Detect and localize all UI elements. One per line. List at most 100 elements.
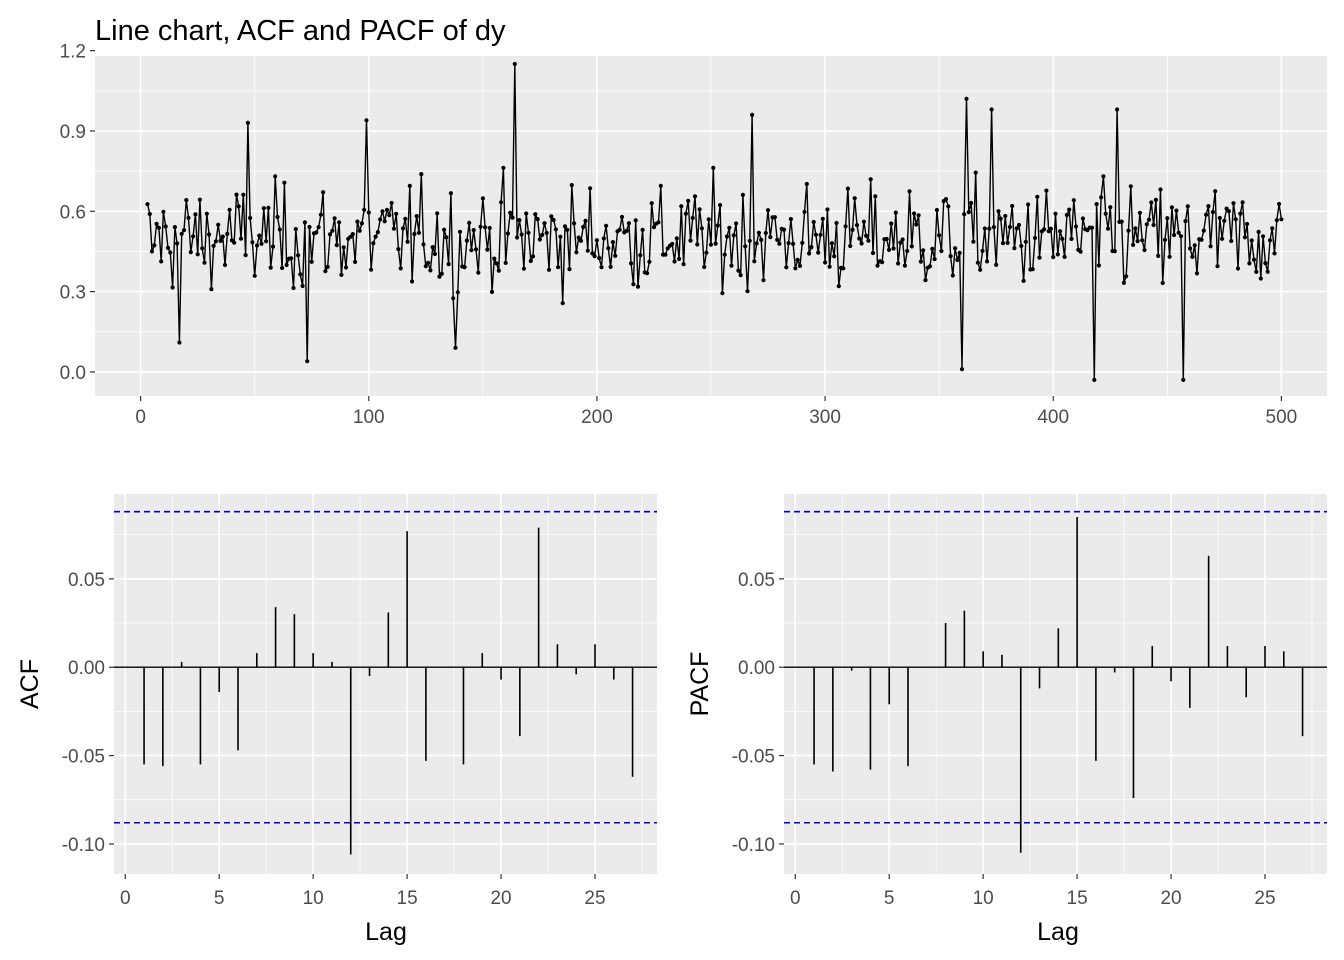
series-point [1149,200,1154,205]
series-point [1035,194,1040,199]
series-point [325,264,330,269]
acf-y-tick-label: -0.05 [62,747,105,768]
series-point [1021,278,1026,283]
series-point [195,252,200,257]
series-point [530,254,536,259]
series-point [1167,254,1172,259]
series-point [718,203,723,208]
series-point [848,243,853,249]
series-point [914,222,919,227]
series-point [442,227,447,232]
series-point [786,241,791,246]
series-point [517,218,522,223]
series-point [291,285,296,291]
series-point [172,225,177,230]
series-point [987,226,992,231]
line-x-tick-label: 0 [135,407,146,428]
series-point [916,213,921,218]
series-point [692,194,698,199]
series-point [683,211,689,216]
series-point [617,227,622,232]
acf-panel-background [114,494,657,874]
acf-y-ticks: -0.10 -0.05 0.00 0.05 [62,570,114,856]
series-point [870,250,876,256]
series-point [633,218,638,223]
series-point [1247,261,1252,266]
series-point [496,268,501,273]
series-point [1194,271,1200,276]
series-point [1112,249,1117,254]
series-point [478,224,483,229]
pacf-x-ticks: 0 5 10 15 20 25 [790,874,1276,909]
pacf-x-axis-title: Lag [1037,918,1079,946]
acf-x-tick-label: 10 [303,888,324,909]
series-point [314,230,319,235]
series-point [1265,269,1270,274]
series-point [1067,207,1072,212]
series-point [316,225,321,230]
series-point [410,279,415,284]
series-point [950,273,955,278]
series-point [357,228,362,233]
series-point [893,210,898,215]
series-point [594,238,600,243]
series-point [574,250,579,255]
series-point [656,220,661,225]
series-point [268,265,273,270]
series-point [254,243,260,248]
pacf-y-tick-label: 0.00 [738,658,775,679]
series-point [293,227,298,232]
line-y-tick-label: 1.2 [60,42,86,63]
series-point [745,289,750,294]
series-point [455,290,460,295]
series-point [526,230,531,235]
series-point [1233,217,1238,222]
series-point [1258,276,1263,281]
series-point [953,246,958,251]
series-point [469,248,474,253]
series-point [807,251,812,256]
series-point [841,266,846,271]
series-point [818,232,823,237]
series-point [608,264,613,269]
series-point [264,239,269,244]
series-point [663,252,668,257]
acf-x-axis-title: Lag [365,918,407,946]
series-point [238,236,244,241]
acf-x-tick-label: 20 [490,888,511,909]
series-point [257,233,262,238]
series-point [1231,201,1236,206]
series-point [1144,222,1149,227]
series-point [428,268,433,273]
series-point [300,283,305,289]
series-point [567,267,572,272]
series-point [1094,202,1099,207]
series-point [243,253,248,258]
series-point [918,259,924,264]
pacf-y-tick-label: 0.05 [738,570,775,591]
series-point [1169,205,1174,210]
series-point [784,265,789,270]
series-point [907,189,912,194]
series-point [227,207,232,212]
series-point [1133,226,1138,231]
series-point [724,234,730,239]
series-point [859,241,864,246]
series-point [387,213,392,218]
series-point [161,209,166,214]
series-point [505,231,510,236]
series-point [1267,238,1273,243]
series-point [1119,219,1124,224]
line-x-ticks: 0 100 200 300 400 500 [135,396,1297,428]
series-point [754,241,759,246]
series-point [843,224,848,229]
series-point [854,223,860,228]
series-point [939,248,944,254]
series-point [640,227,645,232]
acf-y-tick-label: -0.10 [62,835,105,856]
series-point [1270,226,1275,231]
pacf-y-axis-title: PACF [686,652,714,717]
series-point [866,238,871,243]
series-point [1000,241,1006,246]
series-point [489,289,495,294]
